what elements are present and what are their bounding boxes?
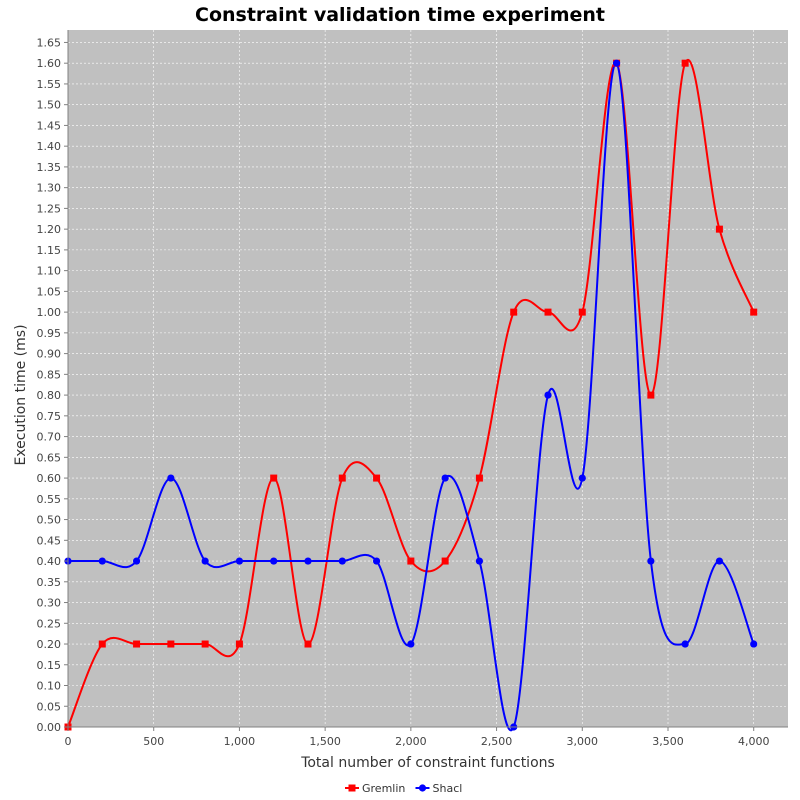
shacl-point: [407, 640, 415, 648]
shacl-point: [304, 557, 312, 565]
plot-area: [68, 30, 788, 727]
shacl-point: [578, 474, 586, 482]
y-tick-label: 0.55: [37, 493, 62, 506]
legend-circle-shacl: [418, 784, 427, 792]
y-tick-label: 1.30: [37, 182, 62, 195]
y-tick-label: 1.10: [37, 265, 62, 278]
legend-square-gremlin: [348, 784, 356, 792]
y-tick-label: 0.90: [37, 348, 62, 361]
x-tick-label: 3,000: [567, 735, 599, 748]
y-tick-label: 0.25: [37, 617, 62, 630]
y-tick-label: 0.80: [37, 389, 62, 402]
gremlin-point: [98, 640, 106, 648]
shacl-point: [235, 557, 244, 565]
shacl-point: [441, 474, 449, 482]
gremlin-series-line: [67, 59, 755, 728]
y-tick-label: 0.15: [37, 659, 62, 672]
y-tick-label: 0.30: [37, 597, 62, 610]
shacl-point: [98, 557, 106, 565]
x-ticks: 0 500 1,000 1,500 2,000 2,500 3,000 3,500 4,000: [65, 727, 770, 748]
chart-title: Constraint validation time experiment: [195, 4, 605, 26]
gremlin-point: [304, 640, 312, 648]
y-tick-label: 0.40: [37, 555, 62, 568]
legend: Gremlin Shacl: [345, 782, 462, 795]
shacl-point: [475, 557, 484, 565]
shacl-point: [612, 59, 621, 67]
shacl-point: [372, 557, 381, 565]
y-tick-label: 0.00: [37, 721, 62, 734]
gremlin-point: [715, 225, 723, 233]
shacl-point: [338, 557, 346, 565]
shacl-point: [681, 640, 689, 648]
y-tick-label: 1.15: [37, 244, 62, 257]
y-tick-label: 0.45: [37, 534, 62, 547]
y-tick-label: 0.95: [37, 327, 62, 340]
gremlin-point: [407, 557, 415, 565]
gremlin-point: [270, 474, 278, 482]
y-tick-label: 0.20: [37, 638, 62, 651]
y-tick-label: 0.65: [37, 451, 62, 464]
gremlin-point: [338, 474, 346, 482]
gremlin-point: [167, 640, 175, 648]
gremlin-point: [647, 391, 655, 399]
gremlin-point: [544, 308, 552, 316]
shacl-point: [132, 557, 141, 565]
y-tick-label: 1.05: [37, 285, 62, 298]
shacl-point: [270, 557, 278, 565]
x-tick-label: 4,000: [738, 735, 770, 748]
y-tick-label: 1.65: [37, 36, 62, 49]
y-tick-label: 0.10: [37, 680, 62, 693]
y-axis-label: Execution time (ms): [13, 324, 29, 465]
y-tick-label: 0.05: [37, 700, 62, 713]
x-tick-label: 2,000: [395, 735, 427, 748]
gremlin-point: [441, 557, 449, 565]
shacl-point: [715, 557, 724, 565]
y-tick-label: 1.60: [37, 57, 62, 70]
legend-item-gremlin: Gremlin: [345, 782, 405, 795]
x-tick-label: 0: [65, 735, 72, 748]
shacl-point: [544, 391, 552, 399]
y-tick-label: 0.35: [37, 576, 62, 589]
y-tick-label: 0.85: [37, 368, 62, 381]
y-tick-label: 1.55: [37, 78, 62, 91]
y-tick-label: 1.00: [37, 306, 62, 319]
gremlin-point: [235, 640, 243, 648]
gremlin-point: [681, 59, 689, 67]
x-tick-label: 500: [143, 735, 164, 748]
y-tick-label: 0.60: [37, 472, 62, 485]
y-tick-label: 1.35: [37, 161, 62, 174]
series-markers: [64, 59, 758, 731]
shacl-point: [647, 557, 655, 565]
shacl-point: [201, 557, 209, 565]
legend-label-shacl: Shacl: [433, 782, 463, 795]
gremlin-point: [510, 308, 518, 316]
series-lines: [67, 59, 755, 732]
y-tick-label: 1.25: [37, 202, 62, 215]
legend-item-shacl: Shacl: [415, 782, 463, 795]
gremlin-point: [133, 640, 141, 648]
y-ticks: 0.00 0.05 0.10 0.15 0.20 0.25 0.30 0.35 0.40 0.45…: [37, 36, 68, 734]
x-tick-label: 2,500: [481, 735, 513, 748]
x-axis-label: Total number of constraint functions: [300, 755, 555, 771]
y-tick-label: 0.75: [37, 410, 62, 423]
y-tick-label: 1.20: [37, 223, 62, 236]
y-tick-label: 0.50: [37, 514, 62, 527]
x-tick-label: 3,500: [652, 735, 684, 748]
shacl-point: [750, 640, 758, 648]
gremlin-point: [373, 474, 381, 482]
y-tick-label: 1.40: [37, 140, 62, 153]
y-tick-label: 1.45: [37, 119, 62, 132]
shacl-series-line: [68, 62, 755, 732]
x-tick-label: 1,500: [309, 735, 341, 748]
y-tick-label: 0.70: [37, 431, 62, 444]
gremlin-point: [750, 308, 758, 316]
gremlin-point: [201, 640, 209, 648]
gremlin-point: [475, 474, 483, 482]
shacl-point: [167, 474, 175, 482]
x-tick-label: 1,000: [224, 735, 256, 748]
y-tick-label: 1.50: [37, 99, 62, 112]
legend-label-gremlin: Gremlin: [362, 782, 405, 795]
gremlin-point: [578, 308, 586, 316]
